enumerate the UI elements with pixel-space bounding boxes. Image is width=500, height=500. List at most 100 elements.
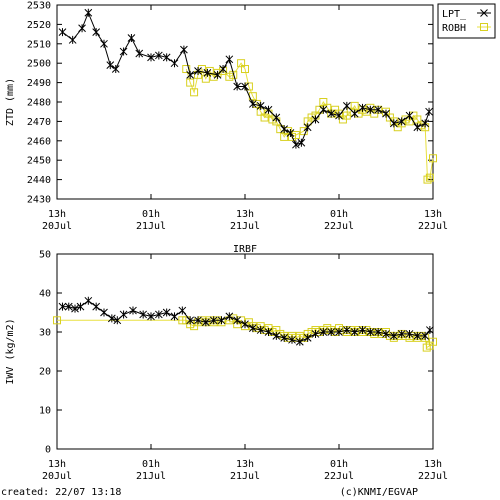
y-tick-label: 20 [39,367,51,378]
created-timestamp: created: 22/07 13:18 [1,487,122,498]
data-point [272,113,281,122]
data-point [58,28,67,37]
data-point [358,326,367,335]
data-point [170,312,179,321]
x-tick-label: 22Jul [418,221,448,232]
data-point [53,316,61,325]
data-point [350,101,359,110]
data-point [286,129,295,138]
data-point [135,49,144,58]
chart-title: IRBF [233,244,257,255]
data-point [180,45,188,54]
y-axis-label: ZTD (mm) [5,78,16,126]
data-point [413,331,422,340]
data-point [292,140,300,149]
data-point [327,328,336,336]
data-point [421,119,430,128]
data-point [201,318,210,327]
iwv-panel: 0102030405013h20Jul01h21Jul13h21Jul01h22… [5,244,448,482]
y-tick-label: 2480 [27,98,51,109]
data-point [147,312,155,321]
plot-frame [56,253,434,450]
data-point [342,326,351,335]
data-point [71,304,79,313]
data-point [119,47,128,56]
data-point [233,82,242,91]
data-point [178,306,187,315]
x-tick-label: 01h [330,459,348,470]
data-point [203,68,212,77]
data-point [217,316,226,325]
data-point [413,123,422,132]
data-point [335,328,343,336]
data-point [397,117,406,126]
data-point [68,35,77,44]
data-point [319,328,328,336]
data-point [64,302,73,311]
data-point [190,88,199,97]
y-tick-label: 2440 [27,175,51,186]
x-tick-label: 13h [424,459,442,470]
y-tick-label: 2500 [27,59,51,70]
y-tick-label: 2510 [27,39,51,50]
data-point [248,324,257,333]
data-point [182,65,191,74]
data-point [374,328,383,336]
x-tick-label: 21Jul [230,221,260,232]
x-tick-label: 13h [424,209,442,220]
data-point [374,105,383,114]
data-point [84,296,93,305]
x-tick-label: 21Jul [136,221,166,232]
y-tick-label: 2520 [27,20,51,31]
data-point [429,154,437,163]
data-point [366,328,375,336]
y-tick-label: 2530 [27,1,51,12]
data-point [366,105,375,114]
data-point [280,333,289,342]
legend-label: LPT_ [442,9,467,20]
data-point [335,111,343,120]
data-point [248,99,257,108]
data-point [423,175,432,184]
data-point [84,8,93,17]
data-point [303,123,312,132]
data-point [186,78,195,87]
x-tick-label: 13h [236,209,254,220]
y-tick-label: 2430 [27,195,51,206]
data-point [241,82,249,91]
data-point [106,61,115,70]
x-tick-label: 13h [236,459,254,470]
data-point [311,115,320,124]
data-point [241,65,249,74]
data-point [256,326,265,335]
x-tick-label: 13h [48,459,66,470]
data-point [111,65,120,74]
data-point [350,109,359,118]
data-point [429,337,437,346]
x-tick-label: 01h [142,459,160,470]
data-point [382,329,390,338]
data-point [425,107,433,116]
data-point [425,173,434,182]
data-point [405,111,414,120]
series-line [62,11,430,146]
data-point [225,55,234,64]
x-tick-label: 20Jul [42,221,72,232]
y-tick-label: 10 [39,406,51,417]
legend-swatch-marker [480,23,488,31]
data-point [382,109,390,118]
legend-swatch-marker [480,9,488,17]
data-point [107,314,116,323]
y-tick-label: 0 [45,445,51,456]
y-tick-label: 2460 [27,136,51,147]
x-tick-label: 01h [142,209,160,220]
data-point [209,316,218,325]
data-point [319,105,328,114]
data-point [119,310,128,319]
data-point [162,53,171,62]
data-point [76,302,85,311]
data-point [256,101,265,110]
data-point [342,101,351,110]
data-point [100,308,108,317]
